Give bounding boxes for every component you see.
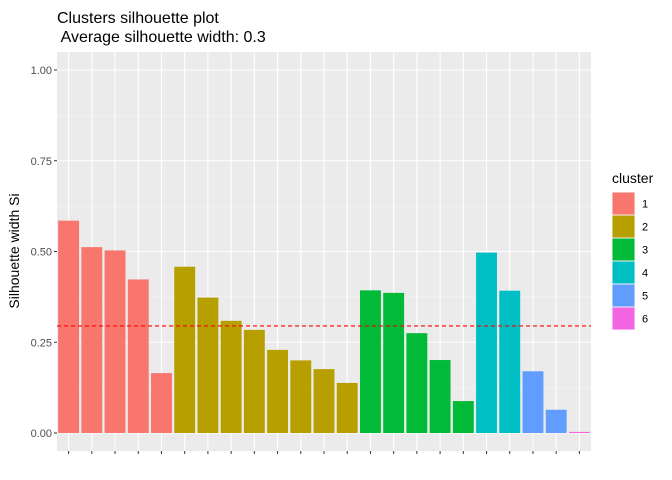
bar-cluster-4 xyxy=(476,252,497,433)
bars xyxy=(58,220,590,433)
legend-key-3 xyxy=(612,238,635,261)
bar-cluster-1 xyxy=(104,250,126,433)
y-tick-label: 0.50 xyxy=(31,247,52,259)
bar-cluster-2 xyxy=(313,369,335,433)
legend-title: cluster xyxy=(612,170,654,186)
bar-cluster-6 xyxy=(568,431,590,433)
legend-label-2: 2 xyxy=(642,222,648,234)
y-axis-title: Silhouette width Si xyxy=(6,193,22,308)
bar-cluster-2 xyxy=(220,320,242,433)
bar-cluster-5 xyxy=(545,409,567,433)
bar-cluster-5 xyxy=(522,371,544,433)
bar-cluster-2 xyxy=(336,382,358,433)
y-axis: 0.00 0.25 0.50 0.75 1.00 xyxy=(31,65,57,440)
bar-cluster-1 xyxy=(151,373,172,433)
legend-label-6: 6 xyxy=(642,314,648,326)
bar-cluster-2 xyxy=(197,297,219,433)
bar-cluster-2 xyxy=(243,329,265,433)
y-tick-label: 0.75 xyxy=(31,156,52,168)
legend: 1 2 3 4 5 6 xyxy=(612,192,648,330)
bar-cluster-1 xyxy=(58,220,80,433)
y-tick-label: 0.25 xyxy=(31,337,52,349)
bar-cluster-3 xyxy=(383,292,405,433)
legend-key-6 xyxy=(612,307,635,330)
legend-key-2 xyxy=(612,215,635,238)
legend-key-5 xyxy=(612,284,635,307)
legend-label-3: 3 xyxy=(642,245,648,257)
bar-cluster-2 xyxy=(174,266,196,433)
bar-cluster-1 xyxy=(127,279,149,433)
legend-label-5: 5 xyxy=(642,291,648,303)
bar-cluster-2 xyxy=(267,349,289,433)
bar-cluster-3 xyxy=(359,290,381,433)
y-tick-label: 1.00 xyxy=(31,65,52,77)
y-tick-label: 0.00 xyxy=(31,428,52,440)
bar-cluster-1 xyxy=(81,247,103,433)
legend-key-4 xyxy=(612,261,635,284)
legend-label-1: 1 xyxy=(642,199,648,211)
legend-label-4: 4 xyxy=(642,268,648,280)
legend-key-1 xyxy=(612,192,635,215)
bar-cluster-3 xyxy=(406,333,428,433)
bar-cluster-3 xyxy=(452,401,474,433)
bar-cluster-3 xyxy=(429,360,451,433)
chart-subtitle: Average silhouette width: 0.3 xyxy=(57,29,266,46)
x-axis xyxy=(68,451,580,454)
bar-cluster-4 xyxy=(499,290,521,433)
bar-cluster-2 xyxy=(290,360,312,433)
chart-title: Clusters silhouette plot xyxy=(57,10,219,27)
